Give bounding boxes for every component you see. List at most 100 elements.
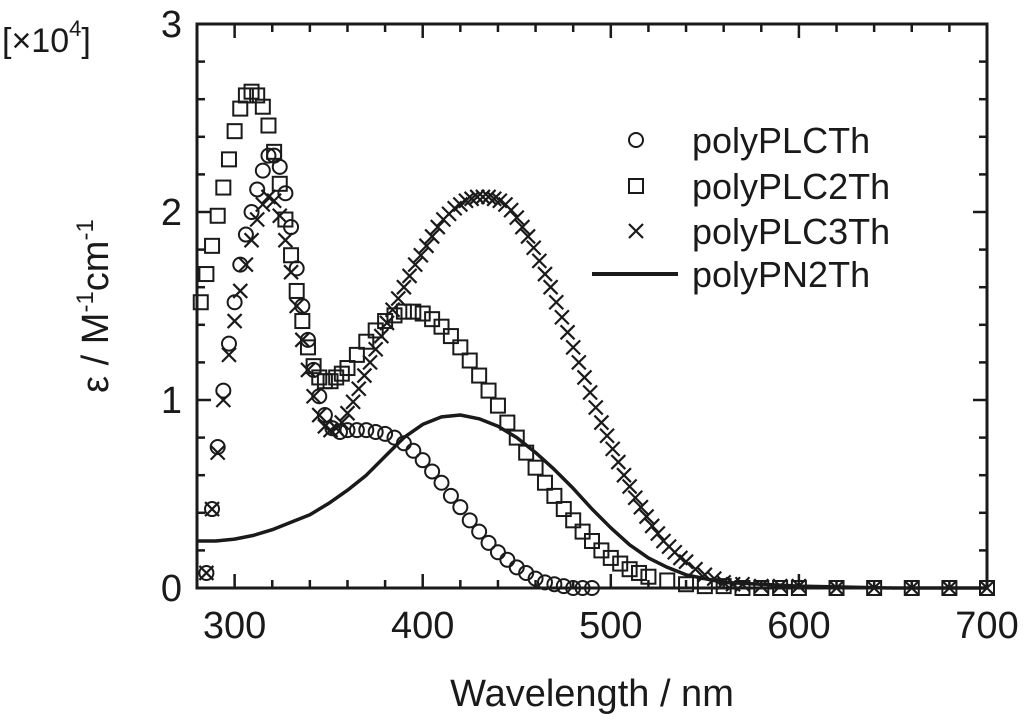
- data-point-polyPLC3Th: [243, 232, 260, 248]
- data-point-polyPLC2Th: [489, 397, 506, 414]
- data-point-polyPLC2Th: [198, 266, 215, 283]
- x-tick-label: 500: [579, 605, 642, 647]
- data-point-polyPLC3Th: [362, 354, 378, 371]
- data-point-polyPLC3Th: [379, 315, 395, 331]
- data-point-polyPLC2Th: [377, 313, 394, 330]
- data-point-polyPLC2Th: [602, 549, 619, 566]
- data-point-polyPLCTh: [237, 226, 254, 243]
- data-point-polyPLC2Th: [249, 87, 266, 104]
- data-point-polyPLC2Th: [574, 523, 591, 540]
- y-tick-label: 1: [161, 380, 182, 422]
- y-axis-title-sup2: -1: [72, 219, 99, 240]
- data-point-polyPLC3Th: [531, 253, 548, 269]
- data-point-polyPLC3Th: [249, 211, 265, 228]
- x-tick-label: 700: [955, 605, 1018, 647]
- legend-item-polyPLC2Th: polyPLC2Th: [628, 166, 890, 207]
- y-axis-title-sup1: -1: [72, 291, 99, 312]
- data-point-polyPLC2Th: [555, 501, 572, 518]
- svg-text:ε / M-1cm-1: ε / M-1cm-1: [72, 219, 117, 393]
- y-tick-label: 0: [161, 568, 182, 610]
- data-point-polyPLC3Th: [373, 328, 390, 344]
- data-point-polyPLC2Th: [232, 100, 249, 117]
- data-point-polyPLC2Th: [260, 117, 277, 134]
- multiplier-label: [×104]: [2, 16, 91, 60]
- data-point-polyPLC2Th: [631, 564, 648, 581]
- data-point-polyPLC3Th: [390, 290, 407, 307]
- data-point-polyPLC3Th: [271, 207, 288, 224]
- ticks-layer: 300 400 500 600 700 0 1 2 3: [161, 4, 1019, 647]
- series-line-polyPN2Th: [197, 413, 987, 590]
- data-point-polyPLC2Th: [405, 303, 422, 320]
- data-point-polyPLC2Th: [659, 572, 676, 589]
- data-point-polyPLC3Th: [469, 189, 486, 205]
- data-point-polyPLC2Th: [339, 360, 356, 377]
- data-point-polyPLC3Th: [571, 354, 587, 371]
- data-point-polyPLCTh: [489, 544, 506, 561]
- data-point-polyPLC3Th: [633, 499, 649, 515]
- data-point-polyPLCTh: [452, 499, 469, 516]
- data-point-polyPLC3Th: [604, 441, 621, 457]
- data-point-polyPLC3Th: [322, 422, 339, 438]
- data-point-polyPLC2Th: [414, 305, 431, 322]
- data-point-polyPLC3Th: [520, 228, 536, 245]
- data-point-polyPLC2Th: [348, 346, 365, 363]
- data-point-polyPLC3Th: [650, 525, 666, 542]
- data-point-polyPLC2Th: [584, 533, 600, 549]
- series-polyPLC3Th: [198, 189, 995, 596]
- data-point-polyPLC3Th: [565, 339, 581, 356]
- data-point-polyPLCTh: [414, 452, 431, 469]
- data-point-polyPLC2Th: [536, 474, 553, 491]
- data-point-polyPLCTh: [367, 423, 384, 440]
- data-point-polyPLC2Th: [209, 207, 226, 224]
- data-point-polyPLC3Th: [593, 414, 610, 431]
- data-point-polyPLC2Th: [254, 98, 271, 115]
- data-point-polyPLCTh: [277, 185, 294, 202]
- data-point-polyPLC3Th: [226, 313, 243, 329]
- data-point-polyPLC3Th: [514, 219, 531, 235]
- data-point-polyPLCTh: [198, 564, 215, 581]
- multiplier-close: ]: [81, 22, 90, 60]
- data-point-polyPLCTh: [271, 158, 288, 175]
- data-point-polyPLC2Th: [237, 87, 254, 104]
- data-point-polyPLCTh: [555, 578, 572, 595]
- data-point-polyPLC3Th: [525, 239, 542, 256]
- data-point-polyPLC3Th: [334, 414, 350, 431]
- data-point-polyPLC3Th: [255, 196, 271, 213]
- legend-label: polyPLCTh: [692, 120, 870, 161]
- legend-label: polyPLC2Th: [692, 166, 890, 207]
- data-point-polyPLC3Th: [480, 189, 497, 205]
- legend-label: polyPN2Th: [692, 254, 870, 295]
- data-point-polyPLC2Th: [243, 83, 260, 100]
- data-point-polyPLC2Th: [299, 339, 316, 356]
- data-point-polyPLCTh: [215, 382, 232, 399]
- data-point-polyPLC3Th: [198, 565, 215, 581]
- data-point-polyPLC3Th: [486, 191, 502, 207]
- data-point-polyPLC2Th: [192, 294, 209, 311]
- data-point-polyPLC2Th: [480, 382, 497, 399]
- y-tick-label: 3: [161, 4, 182, 46]
- x-axis-title: Wavelength / nm: [450, 673, 734, 715]
- series-polyPLCTh: [198, 147, 600, 596]
- data-point-polyPLCTh: [377, 425, 394, 442]
- data-point-polyPLC3Th: [221, 347, 237, 363]
- multiplier-open: [×10: [2, 22, 69, 60]
- data-point-polyPLC2Th: [433, 318, 450, 335]
- data-point-polyPLC2Th: [294, 313, 311, 330]
- data-point-polyPLC2Th: [358, 333, 375, 350]
- data-point-polyPLC3Th: [582, 384, 598, 401]
- data-point-polyPLC2Th: [471, 367, 488, 384]
- legend-item-polyPLCTh: polyPLCTh: [628, 120, 870, 161]
- svg-text:[×104]: [×104]: [2, 16, 91, 60]
- series-polyPN2Th: [197, 413, 987, 590]
- data-point-polyPLC3Th: [396, 279, 412, 295]
- legend-swatch: [628, 178, 644, 194]
- data-point-polyPLCTh: [499, 551, 516, 568]
- data-point-polyPLCTh: [260, 147, 277, 164]
- data-point-polyPLC2Th: [328, 369, 345, 386]
- data-point-polyPLC3Th: [294, 332, 311, 348]
- data-point-polyPLC3Th: [277, 232, 294, 248]
- data-point-polyPLC2Th: [621, 561, 638, 578]
- x-tick-label: 300: [203, 605, 266, 647]
- data-point-polyPLCTh: [348, 422, 365, 439]
